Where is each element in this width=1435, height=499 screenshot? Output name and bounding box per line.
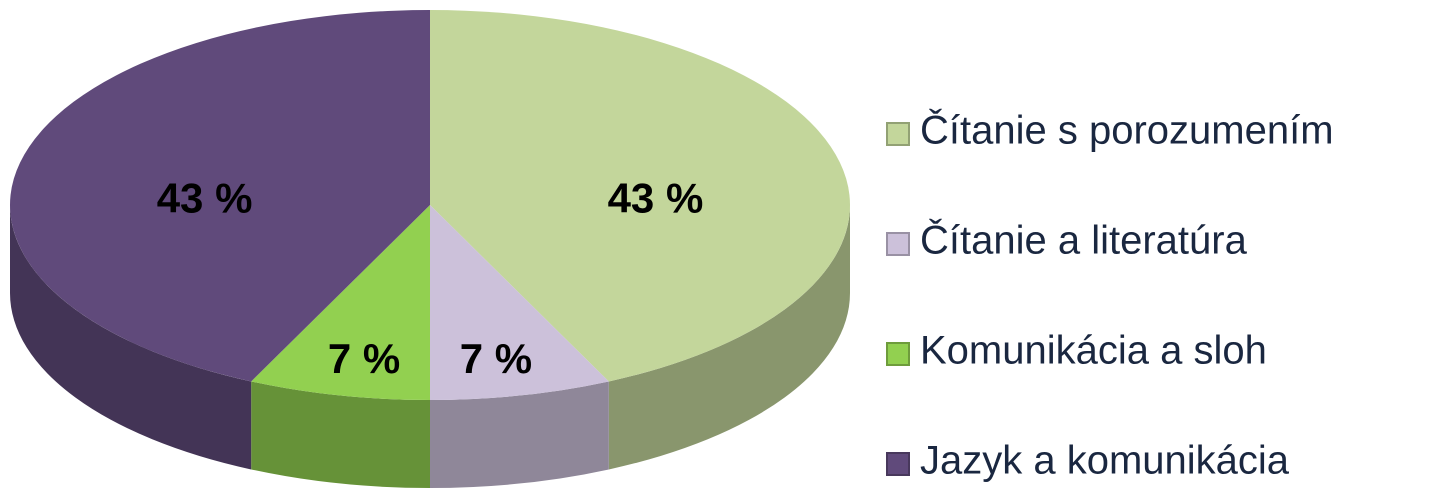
legend-label: Čítanie s porozumením <box>920 108 1334 153</box>
legend-label: Čítanie a literatúra <box>920 218 1248 263</box>
pie-side <box>430 381 609 488</box>
pie-slice <box>251 205 430 400</box>
legend-swatch <box>886 122 910 146</box>
pie-side <box>608 205 850 470</box>
legend-label: Jazyk a komunikácia <box>920 439 1290 483</box>
pie-side <box>10 205 252 470</box>
value-label: 7 % <box>460 335 532 382</box>
legend-swatch <box>886 342 910 366</box>
legend-swatch <box>886 232 910 256</box>
legend-swatch <box>886 452 910 476</box>
pie-slice <box>430 10 850 382</box>
pie-slice <box>9 10 430 382</box>
pie-slice <box>430 205 609 400</box>
value-label: 7 % <box>328 335 400 382</box>
pie-side <box>251 381 430 488</box>
value-label: 43 % <box>608 175 704 222</box>
legend-label: Komunikácia a sloh <box>920 329 1267 373</box>
value-label: 43 % <box>157 175 253 222</box>
